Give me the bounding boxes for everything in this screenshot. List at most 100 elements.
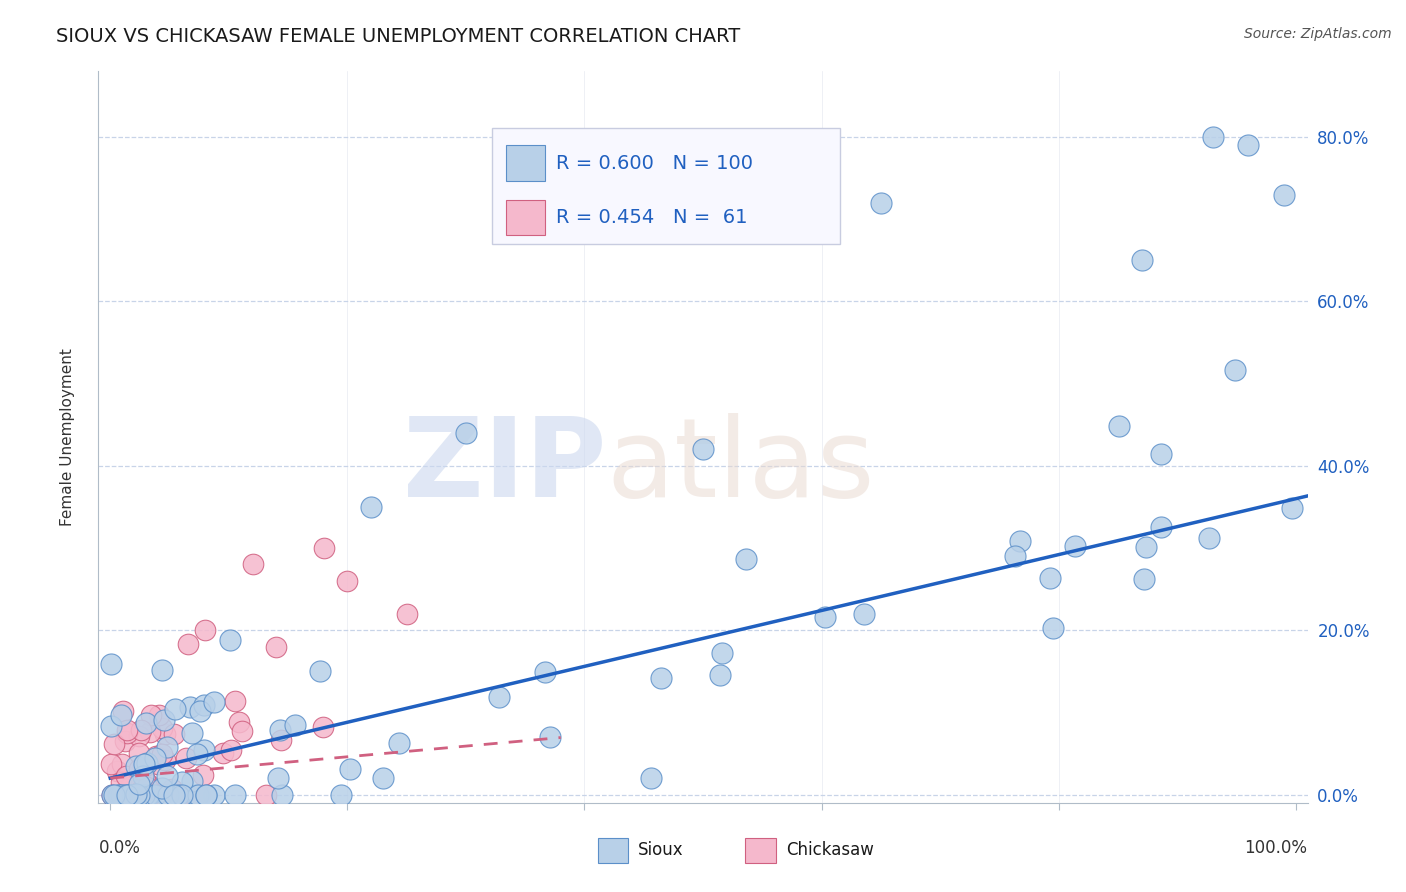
Point [112,788,135,802]
Point [194,788,217,802]
Point [134,773,156,788]
Point [188,704,211,718]
Point [1135,540,1157,554]
Point [111,757,134,772]
Point [1198,531,1220,545]
Point [709,668,731,682]
Point [132,788,155,802]
Point [136,788,159,802]
Point [221,743,243,757]
Point [1132,572,1154,586]
Point [330,788,353,802]
Point [186,747,208,761]
Point [533,665,555,679]
Point [118,788,141,802]
Point [735,552,758,566]
Point [115,723,138,738]
Point [711,646,734,660]
Point [193,767,215,781]
Point [266,771,288,785]
Point [454,425,477,440]
Point [193,698,215,713]
Point [128,788,150,802]
Point [124,788,146,802]
Point [1008,534,1031,549]
Point [373,772,395,786]
Point [107,788,129,802]
Point [153,753,176,767]
Point [121,788,143,802]
Point [155,769,177,783]
Point [107,788,129,802]
Point [869,195,891,210]
Point [131,723,153,737]
Point [108,788,131,802]
Point [193,743,215,757]
Point [103,737,125,751]
Point [105,764,128,778]
Point [112,704,135,718]
Point [269,723,291,738]
Point [218,632,240,647]
Point [1004,549,1026,563]
Point [115,726,138,740]
Point [172,788,194,802]
Point [242,558,264,572]
Point [131,769,153,783]
Point [145,788,167,802]
Point [195,788,218,802]
Point [179,699,201,714]
Point [134,759,156,773]
Point [169,788,191,802]
Point [156,739,179,754]
Point [120,788,142,802]
Point [136,756,159,770]
Point [1272,187,1295,202]
Point [128,762,150,776]
Point [100,657,122,671]
Y-axis label: Female Unemployment: Female Unemployment [60,348,75,526]
Point [110,788,132,802]
Point [103,788,125,802]
Point [180,726,202,740]
Point [1063,539,1085,553]
Text: ZIP: ZIP [404,413,606,520]
Point [270,732,292,747]
Point [202,788,225,802]
Point [271,788,294,802]
Point [128,729,150,743]
Point [155,788,177,802]
Point [114,734,136,748]
Point [145,788,167,802]
Point [692,442,714,457]
Point [145,751,167,765]
Point [110,775,132,789]
Point [143,788,166,802]
Point [1039,571,1062,585]
Point [360,500,382,514]
Text: R = 0.600   N = 100: R = 0.600 N = 100 [557,153,754,173]
Point [224,694,246,708]
Point [135,788,157,802]
Point [152,788,174,802]
Point [132,788,155,802]
Point [177,637,200,651]
Point [184,788,207,802]
Point [202,695,225,709]
Point [110,708,132,723]
Point [336,574,359,588]
Point [124,787,146,801]
Point [165,702,187,716]
Point [128,776,150,790]
Point [224,788,246,802]
Point [100,719,122,733]
Point [150,747,173,762]
Point [136,777,159,791]
Point [162,782,184,797]
Point [187,788,209,802]
Point [101,788,124,802]
Text: Source: ZipAtlas.com: Source: ZipAtlas.com [1244,27,1392,41]
Point [228,715,250,730]
Point [118,788,141,802]
Point [309,664,332,678]
